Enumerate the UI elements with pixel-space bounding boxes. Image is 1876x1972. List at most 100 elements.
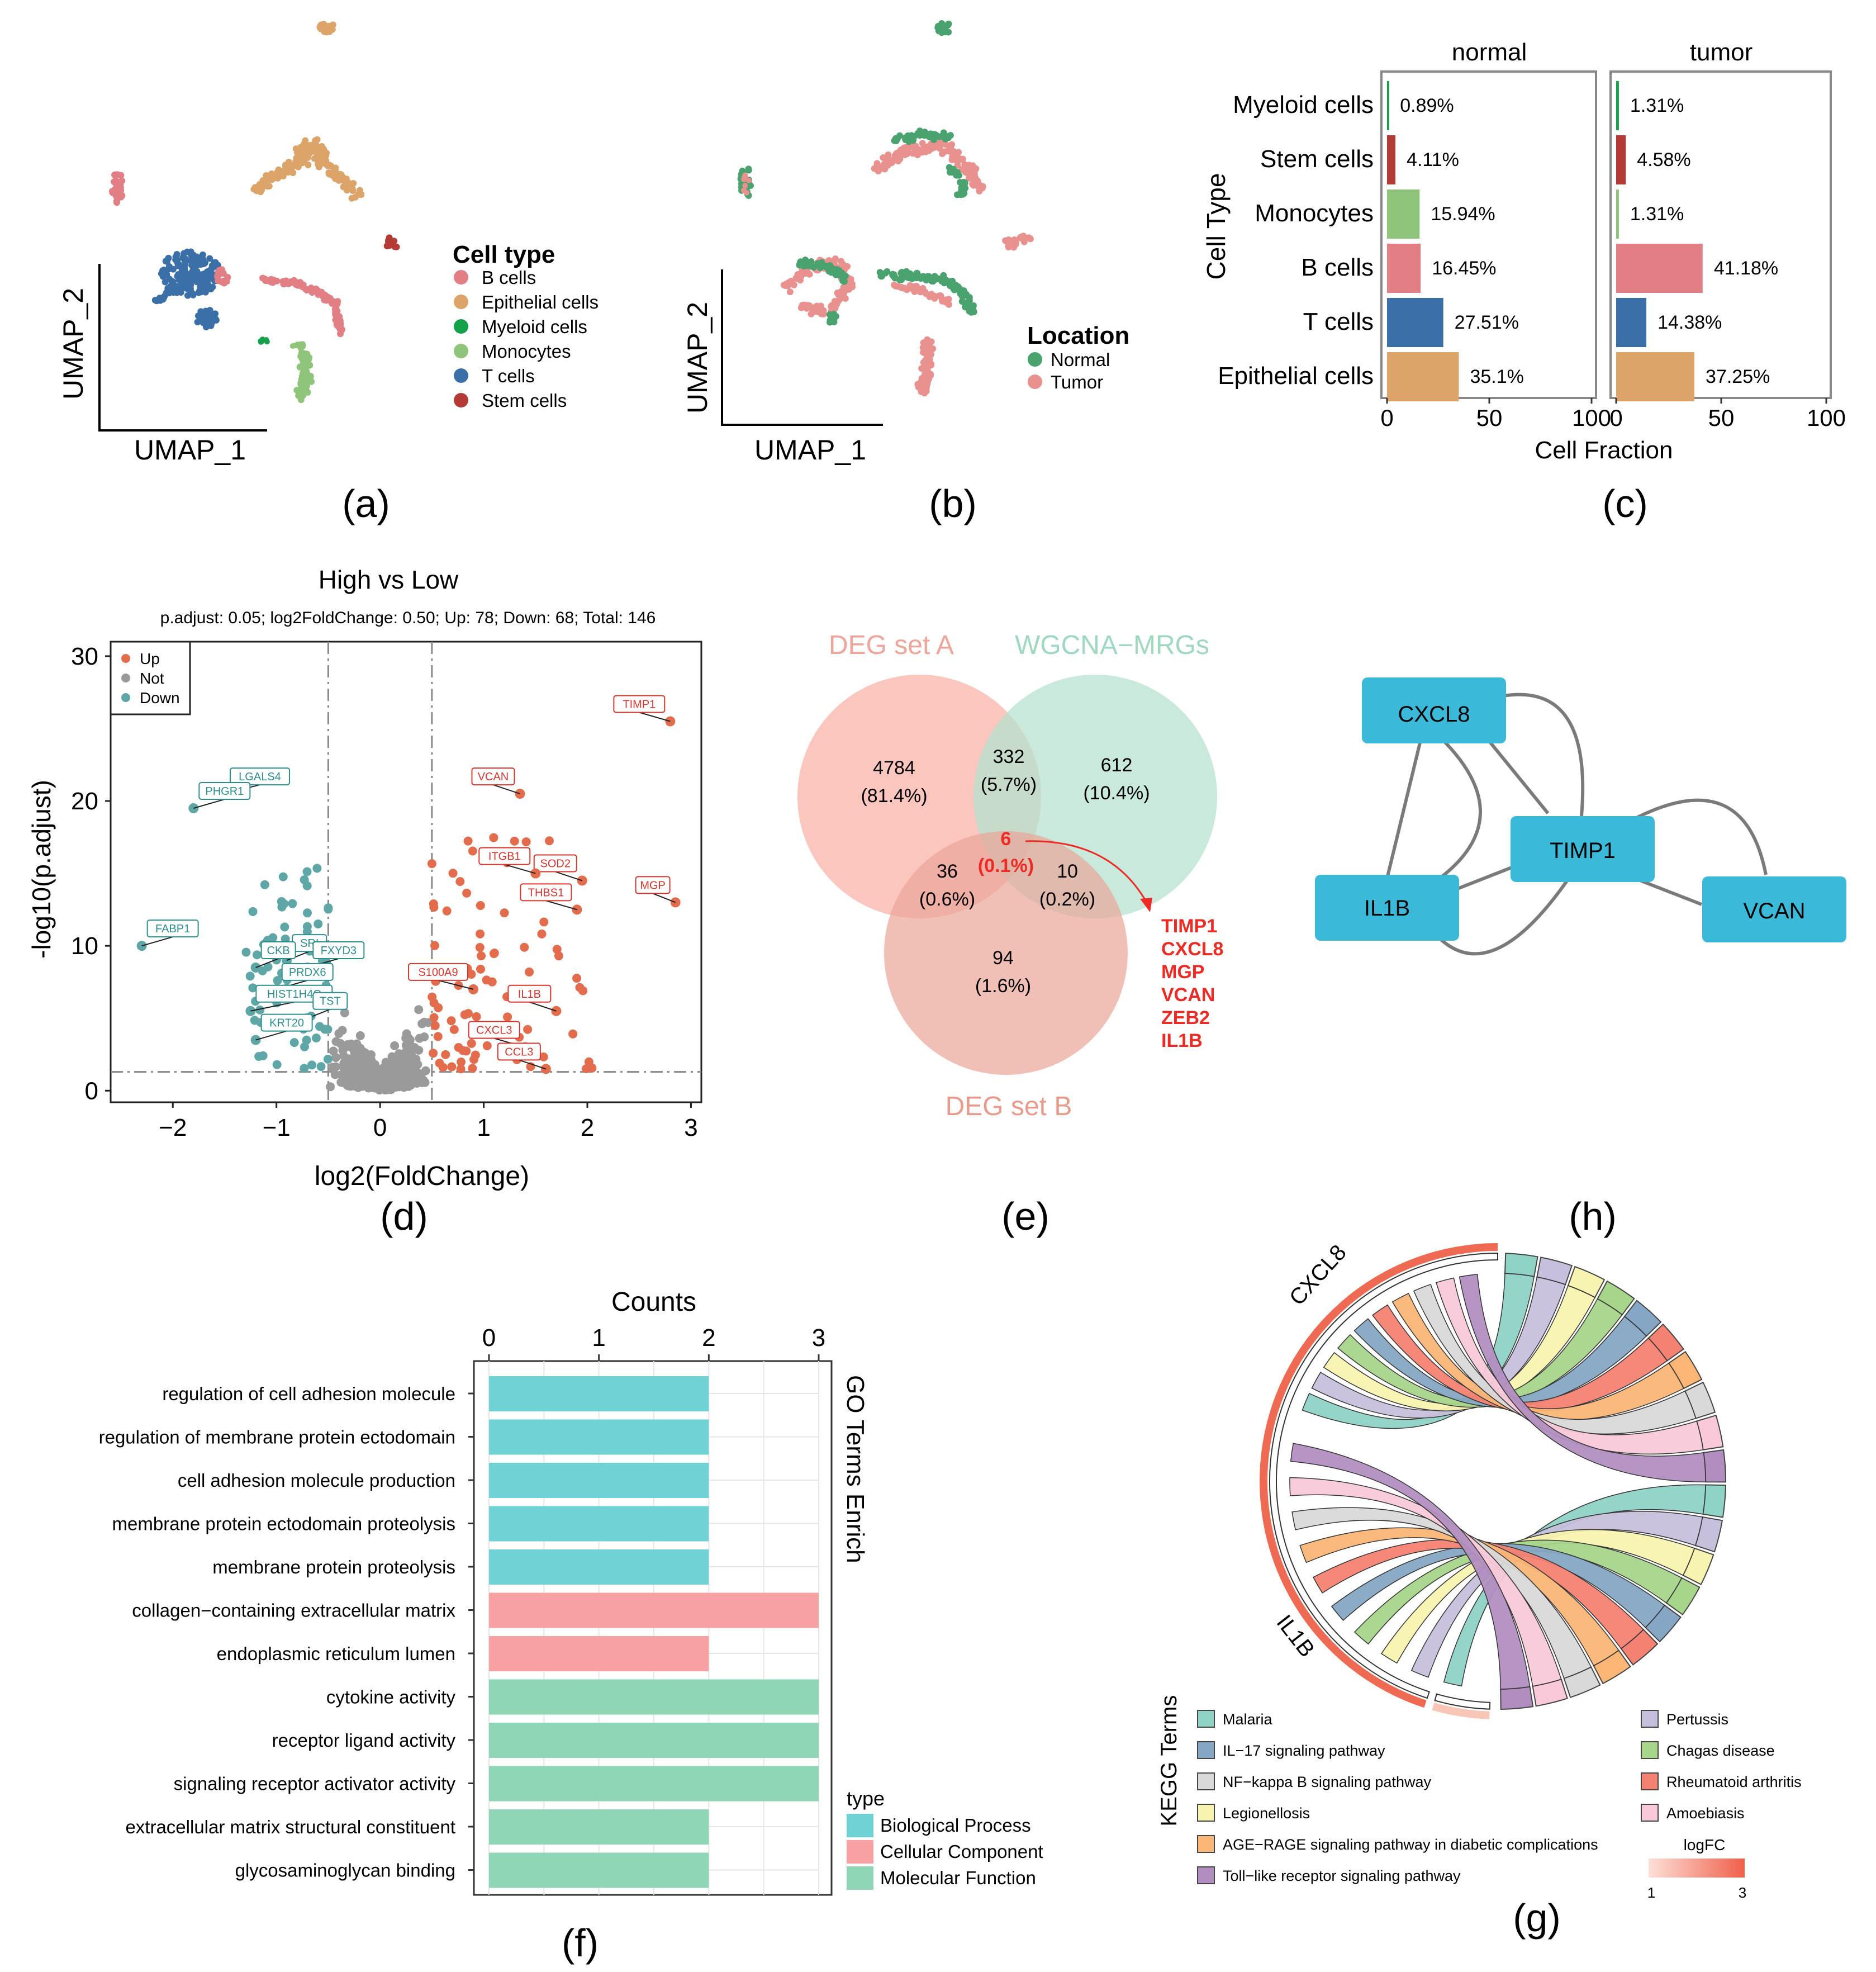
- point-not: [417, 1019, 427, 1028]
- legend-label: Legionellosis: [1223, 1805, 1310, 1822]
- bar: [1387, 298, 1443, 347]
- umap-point: [947, 144, 954, 151]
- facet-title: normal: [1452, 39, 1527, 66]
- umap-point: [898, 276, 905, 283]
- tick-label: 100: [1807, 405, 1846, 431]
- umap-point: [957, 191, 964, 198]
- umap-b-points: [737, 20, 1034, 397]
- venn-count: 612: [1101, 755, 1133, 776]
- y-tick-label: 10: [71, 932, 98, 960]
- point-not: [398, 1079, 408, 1089]
- point-up: [462, 888, 472, 898]
- point-up: [460, 1010, 469, 1020]
- kegg-chord-diagram: [1260, 1243, 1727, 1719]
- umap-point: [263, 172, 270, 179]
- legend-label: AGE−RAGE signaling pathway in diabetic c…: [1223, 1836, 1598, 1853]
- umap-point: [1020, 233, 1028, 240]
- umap-b-legend-title: Location: [1027, 322, 1129, 349]
- umap-point: [200, 315, 207, 323]
- gene-arc-cxcl8-inner: [1269, 1252, 1498, 1699]
- umap-point: [957, 179, 964, 186]
- point-up: [489, 833, 498, 842]
- umap-point: [181, 250, 188, 257]
- x-tick-label: 0: [482, 1324, 496, 1352]
- umap-point: [922, 359, 929, 367]
- category-label: Stem cells: [1260, 145, 1374, 173]
- point-not: [326, 1082, 335, 1092]
- point-not: [387, 1072, 396, 1082]
- go-bar: [489, 1506, 709, 1542]
- umap-point: [187, 270, 194, 277]
- node-label: TIMP1: [1550, 838, 1616, 863]
- point-up: [468, 846, 477, 856]
- label-leader: [193, 799, 225, 809]
- go-term-label: glycosaminoglycan binding: [235, 1860, 455, 1881]
- venn-count: 36: [937, 861, 958, 882]
- network-node-il1b[interactable]: IL1B: [1315, 875, 1459, 941]
- umap-point: [844, 263, 851, 270]
- bar: [1616, 81, 1619, 130]
- point-up: [427, 859, 436, 869]
- tick-label: 0: [1380, 405, 1393, 431]
- legend-label: NF−kappa B signaling pathway: [1223, 1774, 1431, 1790]
- x-tick-label: 2: [581, 1114, 594, 1141]
- network-node-cxcl8[interactable]: CXCL8: [1362, 677, 1506, 743]
- point-not: [383, 1065, 392, 1074]
- panel-a: UMAP_1 UMAP_2 Cell type B cells Epithelia…: [58, 21, 599, 525]
- umap-a-legend: B cells Epithelial cells Myeloid cells Mono…: [454, 267, 599, 411]
- chord-ribbon: [1323, 1285, 1596, 1411]
- venn-count: 94: [992, 947, 1014, 969]
- label-leader: [555, 871, 583, 881]
- bar-label: 4.58%: [1637, 149, 1690, 170]
- network-node-vcan[interactable]: VCAN: [1702, 876, 1846, 942]
- y-tick-label: 20: [71, 788, 98, 815]
- umap-point: [204, 322, 211, 329]
- go-bar-chart: regulation of cell adhesion molecule regu…: [99, 1324, 833, 1896]
- point-not: [406, 1061, 416, 1070]
- umap-point: [799, 302, 806, 310]
- point-up: [521, 837, 531, 847]
- panel-label-a: (a): [342, 482, 390, 525]
- label-leader: [250, 1001, 295, 1012]
- point-up: [539, 917, 549, 927]
- point-up: [487, 977, 497, 987]
- umap-point: [900, 148, 908, 155]
- panel-label-f: (f): [562, 1921, 599, 1965]
- umap-point: [946, 164, 953, 171]
- gene-label-box: [260, 941, 296, 960]
- gene-label: ITGB1: [488, 851, 521, 863]
- venn-arrowhead: [1140, 898, 1152, 912]
- go-term-label: regulation of membrane protein ectodomai…: [99, 1427, 455, 1448]
- gene-arc-il1b: [1432, 1703, 1490, 1719]
- point-not: [344, 1054, 353, 1064]
- go-term-label: collagen−containing extracellular matrix: [132, 1600, 455, 1621]
- umap-point: [256, 182, 263, 189]
- x-tick-label: 1: [592, 1324, 605, 1352]
- volcano-plot: TIMP1 VCAN SOD2 ITGB1 MGP THBS1 S100A9 IL1B CXCL…: [71, 641, 702, 1141]
- chord-ribbon: [1391, 1292, 1684, 1421]
- umap-point: [265, 182, 272, 189]
- gene-label-box: [497, 1042, 541, 1061]
- point-up: [539, 1052, 548, 1061]
- point-down: [302, 1035, 311, 1045]
- go-term-label: receptor ligand activity: [272, 1730, 456, 1751]
- gene-label: FABP1: [155, 923, 190, 935]
- umap-point: [902, 134, 909, 141]
- umap-point: [287, 278, 295, 285]
- point-up: [430, 1021, 440, 1030]
- point-up: [468, 1064, 477, 1073]
- point-up: [472, 1012, 481, 1021]
- point-up: [572, 974, 582, 983]
- point-up: [503, 1012, 512, 1022]
- point-down: [245, 971, 255, 981]
- term-arc: [1504, 1253, 1538, 1277]
- venn-gene: VCAN: [1161, 984, 1215, 1006]
- venn-label-deg-b: DEG set B: [946, 1092, 1072, 1121]
- panel-label-h: (h): [1569, 1194, 1617, 1238]
- umap-point: [349, 187, 357, 195]
- point-up: [458, 1046, 468, 1055]
- network-node-timp1[interactable]: TIMP1: [1511, 816, 1655, 882]
- logfc-min: 1: [1647, 1884, 1655, 1901]
- umap-point: [208, 262, 216, 269]
